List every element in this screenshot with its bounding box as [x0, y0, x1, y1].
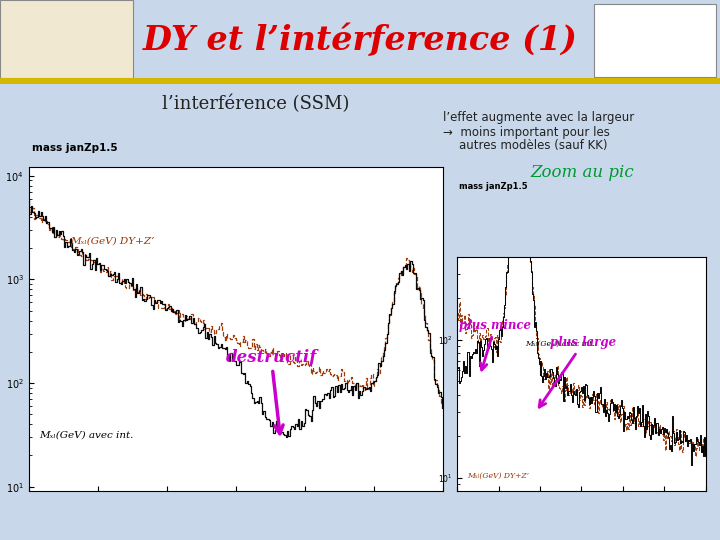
X-axis label: Mll/GeV: Mll/GeV [564, 504, 599, 512]
Text: Journées Physique ATLAS France 5 mai 2004: Journées Physique ATLAS France 5 mai 200… [186, 510, 534, 524]
Text: l’interférence (SSM): l’interférence (SSM) [162, 94, 349, 113]
Text: 9: 9 [687, 508, 698, 526]
Text: A: A [13, 57, 24, 72]
Text: →  moins important pour les: → moins important pour les [443, 126, 610, 139]
Text: destructif: destructif [225, 349, 317, 434]
Text: A: A [13, 14, 24, 29]
Text: l’effet augmente avec la largeur: l’effet augmente avec la largeur [443, 111, 634, 124]
Text: Martina Schäfer: Martina Schäfer [22, 510, 148, 524]
Text: Mₓₗ(GeV) DY+Z’: Mₓₗ(GeV) DY+Z’ [70, 237, 155, 246]
Text: DY et l’intérference (1): DY et l’intérference (1) [143, 24, 577, 57]
Text: Grenoble: Grenoble [634, 58, 679, 69]
X-axis label: Mll/GeV: Mll/GeV [215, 509, 257, 519]
Text: plus mince: plus mince [459, 319, 531, 370]
Text: L: L [13, 43, 22, 58]
Text: mass janZp1.5: mass janZp1.5 [32, 143, 118, 153]
Text: L·PSC: L·PSC [630, 26, 683, 44]
Text: Mₓₗ(GeV) avec int.: Mₓₗ(GeV) avec int. [39, 430, 133, 439]
Text: Mₓₗ(GeV) DY+Z’: Mₓₗ(GeV) DY+Z’ [467, 472, 529, 480]
Text: autres modèles (sauf KK): autres modèles (sauf KK) [459, 139, 608, 152]
Text: Zoom au pic: Zoom au pic [530, 164, 634, 181]
Text: Mₓₗ(GeV) avec int.: Mₓₗ(GeV) avec int. [526, 340, 595, 348]
Text: mass janZp1.5: mass janZp1.5 [459, 181, 528, 191]
Text: T: T [13, 28, 24, 43]
Text: S: S [13, 72, 24, 87]
Text: plus large: plus large [539, 336, 616, 407]
